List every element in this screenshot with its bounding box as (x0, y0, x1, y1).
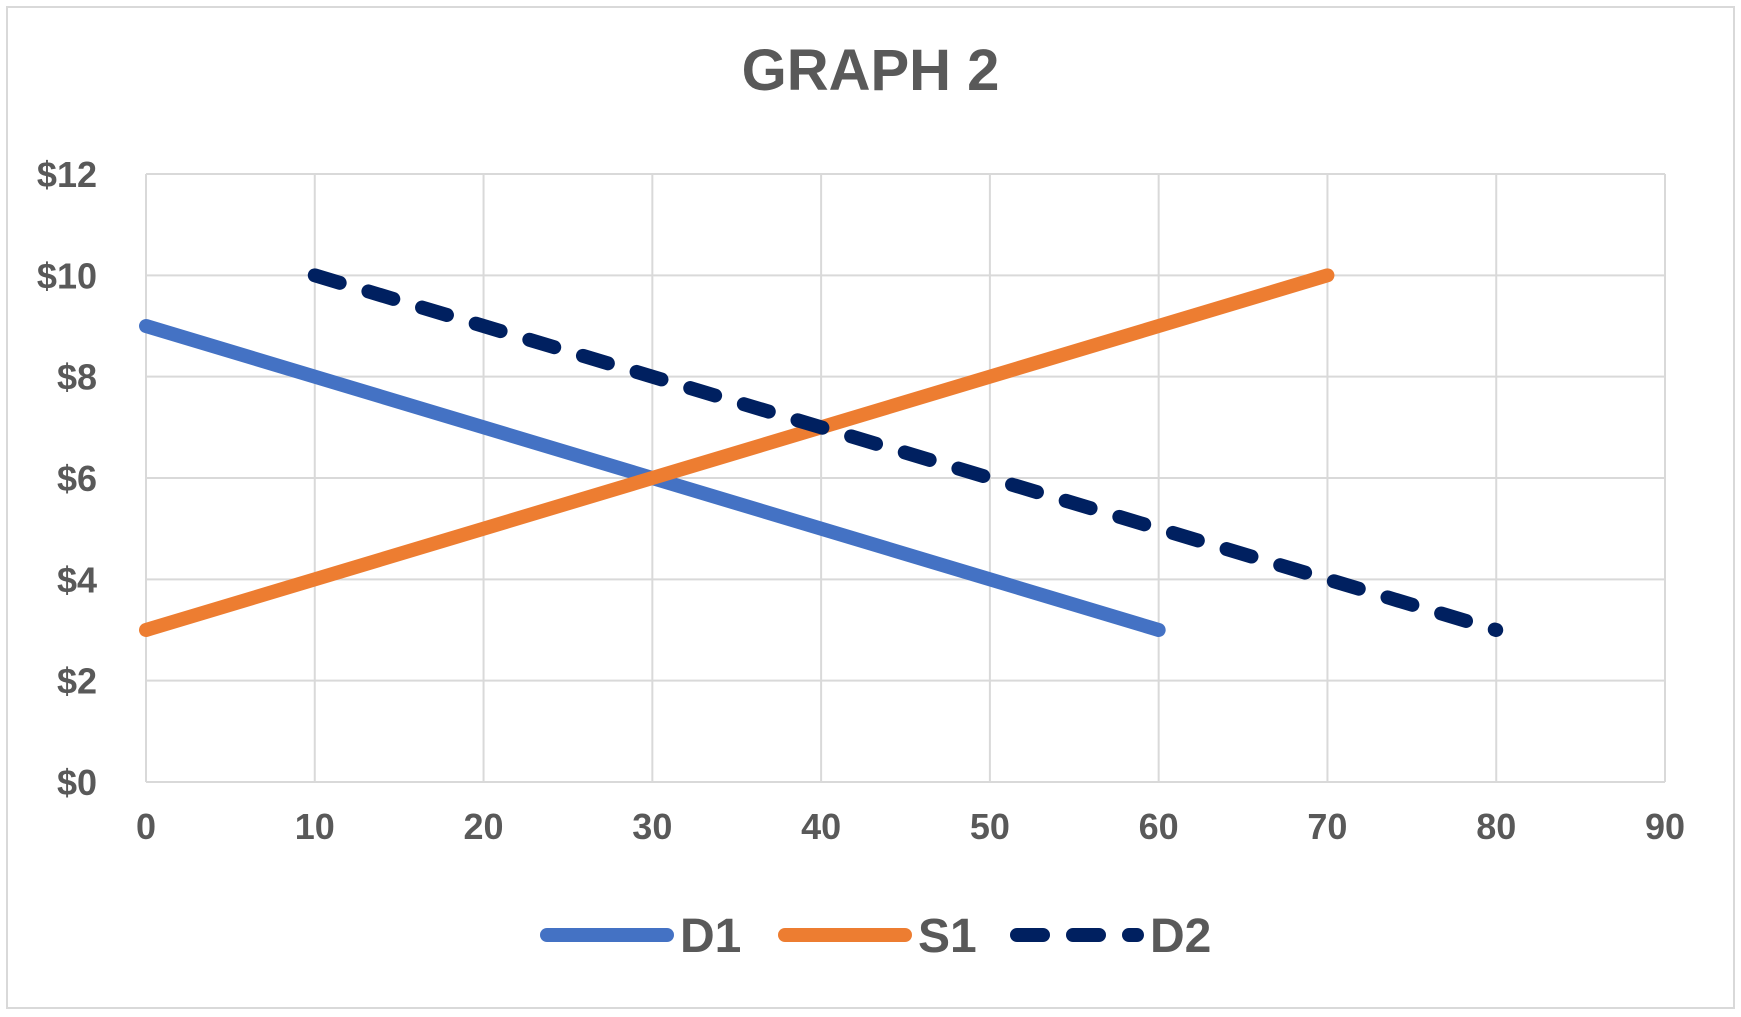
x-tick-label: 50 (970, 806, 1010, 847)
x-tick-label: 10 (295, 806, 335, 847)
legend-label: S1 (918, 910, 977, 963)
legend-item-s1: S1 (778, 910, 977, 963)
y-tick-label: $6 (57, 458, 97, 499)
x-tick-label: 30 (632, 806, 672, 847)
x-tick-labels: 0 10 20 30 40 50 60 70 80 90 (136, 806, 1685, 847)
legend-label: D1 (680, 910, 741, 963)
series-line-s1 (139, 268, 1335, 637)
y-tick-labels: $0 $2 $4 $6 $8 $10 $12 (37, 154, 97, 803)
y-tick-label: $12 (37, 154, 97, 195)
x-tick-label: 0 (136, 806, 156, 847)
x-tick-label: 20 (464, 806, 504, 847)
legend-item-d1: D1 (540, 910, 741, 963)
series-line-d2 (307, 268, 1504, 637)
x-tick-label: 90 (1645, 806, 1685, 847)
y-tick-label: $0 (57, 762, 97, 803)
y-tick-label: $10 (37, 255, 97, 296)
y-tick-label: $2 (57, 661, 97, 702)
legend: D1 S1 D2 (540, 910, 1211, 963)
y-tick-label: $8 (57, 357, 97, 398)
series-layer (139, 268, 1504, 637)
legend-item-d2: D2 (1010, 910, 1211, 963)
grid-layer (145, 173, 1666, 783)
x-tick-label: 80 (1476, 806, 1516, 847)
x-tick-label: 70 (1307, 806, 1347, 847)
chart-title: GRAPH 2 (741, 38, 1000, 103)
y-tick-label: $4 (57, 559, 97, 600)
x-tick-label: 40 (801, 806, 841, 847)
legend-label: D2 (1150, 910, 1211, 963)
x-tick-label: 60 (1139, 806, 1179, 847)
